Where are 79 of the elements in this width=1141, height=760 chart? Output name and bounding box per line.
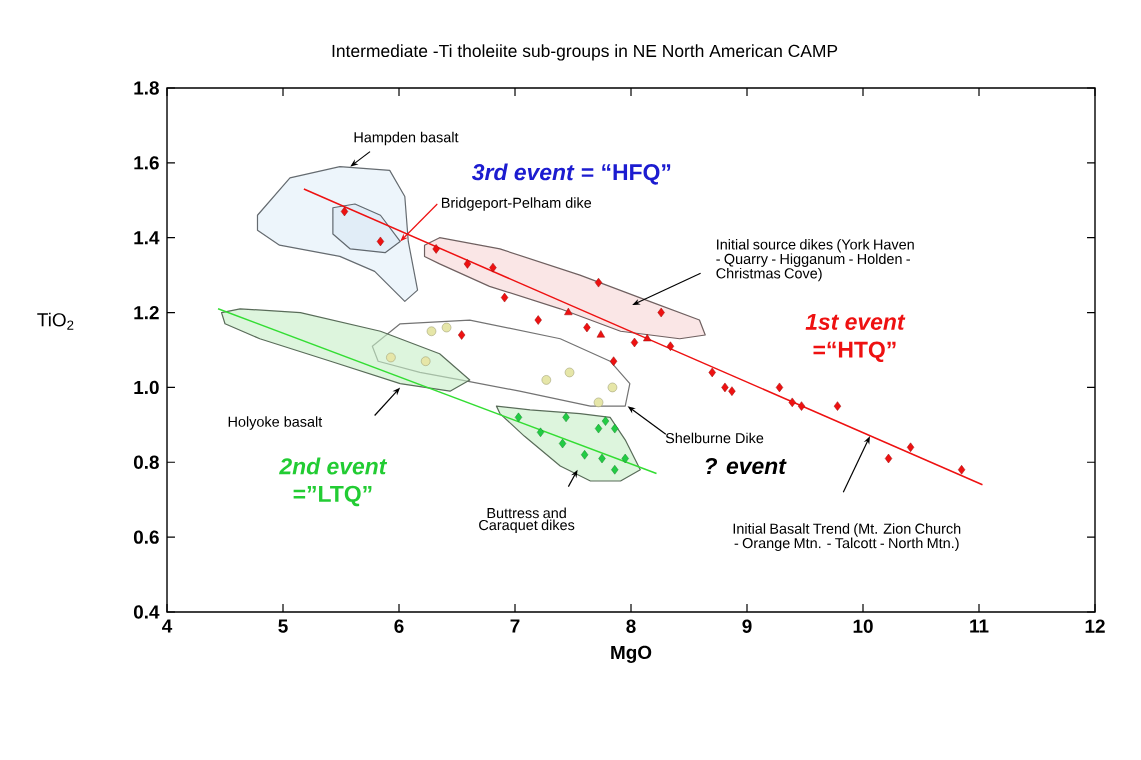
y-tick-label: 1.0 — [134, 380, 159, 395]
point — [957, 465, 966, 475]
point — [596, 330, 605, 338]
annotation: 2nd event — [279, 457, 388, 475]
point — [420, 356, 431, 366]
point — [489, 262, 497, 273]
point — [611, 465, 619, 475]
point — [463, 259, 472, 269]
point — [500, 292, 509, 303]
annotation: 3rd event = “HFQ” — [471, 163, 671, 185]
point — [630, 337, 639, 348]
point — [611, 423, 619, 434]
annotation: Initial source dikes (York Haven - Quarry - Higganum - Holden - Christmas Cove) — [716, 238, 914, 282]
x-tick-label: 12 — [1085, 619, 1105, 633]
point — [458, 330, 466, 340]
annotation: =“HTQ” — [813, 341, 896, 363]
point — [593, 397, 604, 408]
y-tick-label: 1.2 — [134, 305, 159, 320]
x-tick-label: 8 — [626, 619, 636, 633]
annotation: Bridgeport-Pelham dike — [441, 197, 592, 211]
y-tick-label: 1.6 — [134, 156, 159, 170]
point — [708, 367, 716, 378]
x-tick-label: 4 — [162, 619, 173, 633]
point — [564, 367, 575, 378]
point — [558, 438, 567, 449]
annotation: Hampden basalt — [354, 131, 459, 146]
y-tick-label: 0.8 — [133, 455, 159, 469]
point — [340, 206, 349, 217]
x-tick-label: 9 — [742, 619, 752, 633]
point — [788, 397, 796, 408]
point — [386, 352, 396, 363]
point — [564, 307, 573, 316]
y-tick-label: 1.4 — [134, 231, 160, 245]
point — [833, 401, 842, 411]
point — [666, 341, 675, 351]
annotation: Holyoke basalt — [228, 416, 323, 430]
x-tick-label: 5 — [278, 619, 288, 633]
point — [609, 356, 618, 366]
point — [657, 307, 665, 318]
point — [594, 277, 603, 288]
point — [536, 427, 545, 438]
point — [580, 450, 589, 460]
annotation: =”LTQ” — [293, 485, 372, 507]
annotation: Initial Basalt Trend (Mt. Zion Church - Orange Mtn. - Talcott - North Mtn.) — [733, 523, 961, 552]
point — [906, 442, 915, 453]
point — [426, 326, 437, 336]
point — [728, 386, 736, 396]
point — [441, 322, 452, 333]
annotation: 1st event — [805, 313, 906, 330]
y-tick-label: 0.6 — [133, 530, 159, 544]
x-tick-label: 10 — [853, 619, 873, 633]
x-tick-label: 6 — [394, 619, 404, 633]
point — [514, 412, 523, 423]
point — [541, 375, 552, 385]
annotation: ? event — [705, 457, 787, 475]
point — [601, 416, 610, 426]
x-tick-label: 7 — [510, 619, 520, 633]
point — [562, 412, 570, 423]
point — [607, 382, 618, 393]
point — [376, 236, 385, 247]
point — [884, 453, 893, 464]
y-tick-label: 0.4 — [133, 605, 160, 619]
point — [721, 382, 729, 393]
chart-title: Intermediate -Ti tholeiite sub-groups in NE North American CAMP — [332, 44, 838, 61]
x-axis-title: MgO — [611, 645, 652, 663]
point — [583, 322, 591, 333]
point — [775, 382, 784, 393]
annotation: Shelburne Dike — [665, 432, 764, 444]
y-axis-title: TiO$_{2}$ — [37, 312, 74, 330]
point — [432, 244, 440, 254]
point — [643, 334, 652, 342]
point — [621, 453, 629, 464]
y-tick-label: 1.8 — [134, 81, 159, 95]
x-tick-label: 11 — [970, 619, 989, 633]
annotation: Buttress and Caraquet dikes — [479, 507, 575, 533]
point — [534, 315, 542, 325]
point — [797, 401, 806, 411]
point — [598, 453, 606, 464]
point — [594, 423, 603, 434]
